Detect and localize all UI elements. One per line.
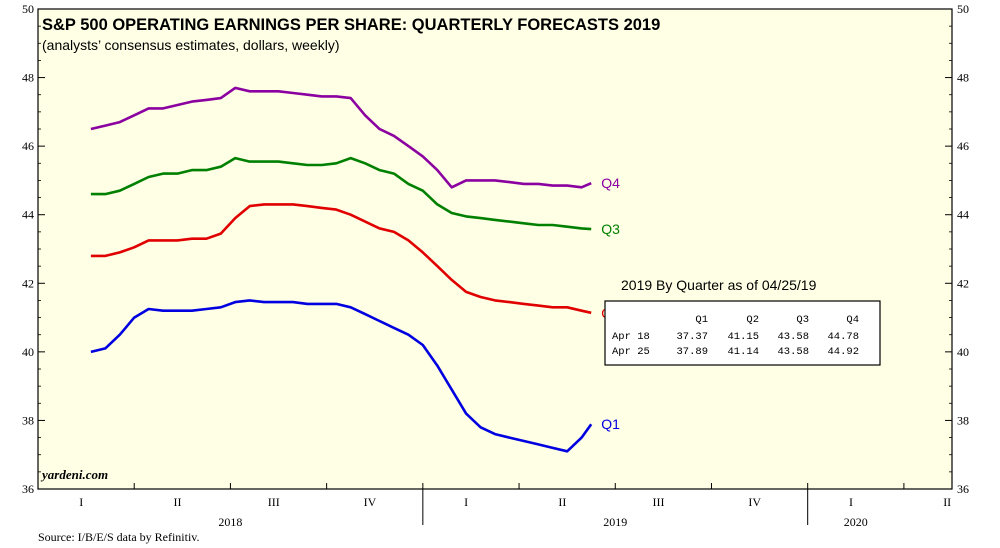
x-quarter-label: II <box>558 495 566 509</box>
x-quarter-label: I <box>464 495 468 509</box>
table-value-cell: 37.37 <box>676 331 708 343</box>
y-tick-label: 38 <box>22 413 34 427</box>
y-tick-label: 36 <box>22 482 34 496</box>
table-box <box>604 300 881 366</box>
table-value-cell: 44.92 <box>827 346 859 358</box>
x-quarter-label: I <box>849 495 853 509</box>
series-line-q2 <box>90 203 592 315</box>
table-value-cell: 44.78 <box>827 331 859 343</box>
brand-watermark: yardeni.com <box>40 467 108 482</box>
table-value-cell: 43.58 <box>777 346 809 358</box>
x-quarter-label: IV <box>364 495 377 509</box>
x-year-label: 2020 <box>844 515 868 529</box>
y-tick-label: 40 <box>957 345 969 359</box>
y-tick-label: 42 <box>957 276 969 290</box>
table-header-cell: Q3 <box>796 314 809 326</box>
series-lines <box>90 86 593 453</box>
y-tick-label: 46 <box>957 139 969 153</box>
x-year-label: 2018 <box>218 515 242 529</box>
series-line-q1 <box>90 299 593 453</box>
table-header-cell: Q1 <box>695 314 708 326</box>
series-line-q4 <box>90 86 592 189</box>
table-header-cell: Q4 <box>846 314 859 326</box>
x-quarter-label: I <box>79 495 83 509</box>
table-value-cell: 41.14 <box>727 346 759 358</box>
series-label-q1: Q1 <box>601 416 620 432</box>
x-quarter-label: II <box>943 495 951 509</box>
y-axis-right: 36 38 40 42 44 46 48 50 <box>945 2 969 496</box>
table-row-label: Apr 25 <box>612 346 650 358</box>
x-quarter-label: III <box>268 495 280 509</box>
source-note: Source: I/B/E/S data by Refinitiv. <box>38 530 200 544</box>
y-tick-label: 48 <box>22 71 34 85</box>
y-tick-label: 48 <box>957 71 969 85</box>
table-title: 2019 By Quarter as of 04/25/19 <box>621 277 817 293</box>
y-tick-label: 44 <box>957 208 969 222</box>
table-row-label: Apr 18 <box>612 331 650 343</box>
x-quarter-label: II <box>174 495 182 509</box>
x-year-label: 2019 <box>603 515 627 529</box>
y-tick-label: 42 <box>22 276 34 290</box>
series-line-q3 <box>90 156 592 231</box>
table-value-cell: 37.89 <box>676 346 708 358</box>
y-tick-label: 36 <box>957 482 969 496</box>
x-quarter-label: III <box>653 495 665 509</box>
series-label-q4: Q4 <box>601 175 620 191</box>
y-tick-label: 44 <box>22 208 34 222</box>
y-tick-label: 50 <box>957 2 969 16</box>
x-quarter-label: IV <box>748 495 761 509</box>
table-value-cell: 43.58 <box>777 331 809 343</box>
y-tick-label: 50 <box>22 2 34 16</box>
chart-subtitle: (analysts’ consensus estimates, dollars,… <box>42 37 340 53</box>
plot-area <box>37 8 953 490</box>
series-label-q3: Q3 <box>601 221 620 237</box>
y-tick-label: 38 <box>957 413 969 427</box>
table-header-cell: Q2 <box>746 314 759 326</box>
y-tick-label: 46 <box>22 139 34 153</box>
quarter-table: 2019 By Quarter as of 04/25/19 Q1 Q2 Q3 Q4 A… <box>604 277 881 366</box>
table-cells: Q1 Q2 Q3 Q4 Apr 18 37.37 41.15 43.58 44.78 Apr 25… <box>612 314 859 358</box>
y-axis-left: 36 38 40 42 44 46 48 50 <box>22 2 45 496</box>
y-tick-label: 40 <box>22 345 34 359</box>
table-value-cell: 41.15 <box>727 331 759 343</box>
chart-title: S&P 500 OPERATING EARNINGS PER SHARE: QU… <box>42 16 660 34</box>
